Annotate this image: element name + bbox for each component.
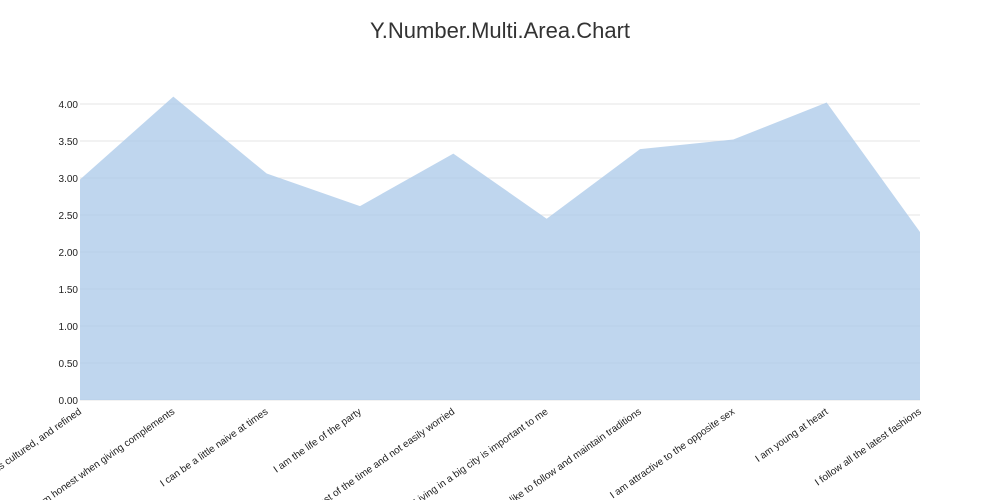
y-tick-label: 0.00 bbox=[59, 396, 79, 407]
series-area bbox=[80, 97, 920, 400]
area-series-1[interactable] bbox=[80, 97, 920, 400]
x-tick-label: I am young at heart bbox=[753, 406, 830, 465]
x-tick-label: I follow all the latest fashions bbox=[813, 406, 924, 488]
y-axis-ticks: 0.00 0.50 1.00 1.50 2.00 2.50 3.00 3.50 4.00 bbox=[59, 100, 79, 407]
y-tick-label: 0.50 bbox=[59, 359, 79, 370]
y-tick-label: 2.00 bbox=[59, 248, 79, 259]
x-tick-label: I am honest when giving complements bbox=[31, 406, 177, 500]
y-tick-label: 2.50 bbox=[59, 211, 79, 222]
y-tick-label: 3.50 bbox=[59, 137, 79, 148]
y-tick-label: 1.00 bbox=[59, 322, 79, 333]
x-tick-label: I can be a little naive at times bbox=[158, 406, 270, 489]
y-tick-label: 4.00 bbox=[59, 100, 79, 111]
x-tick-label: I am the life of the party bbox=[272, 406, 364, 475]
y-tick-label: 1.50 bbox=[59, 285, 79, 296]
y-tick-label: 3.00 bbox=[59, 174, 79, 185]
